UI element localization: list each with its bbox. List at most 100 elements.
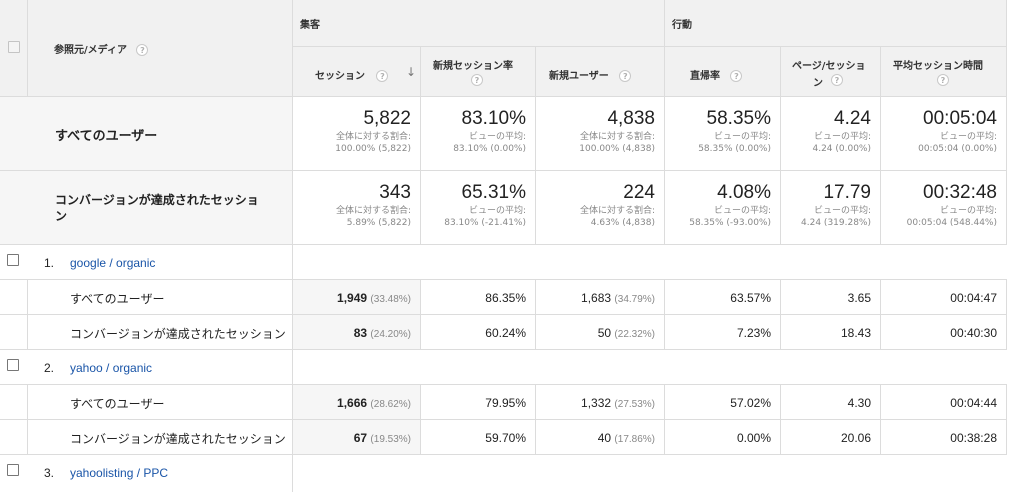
summary-sub1: 全体に対する割合: <box>335 132 411 142</box>
cell-bounce <box>665 385 781 420</box>
segment-label: すべてのユーザー <box>70 397 165 411</box>
sessions-value: 1,949 (33.48%) <box>293 291 421 305</box>
newusers-number: 1,332 <box>581 396 612 410</box>
summary-sub1: 全体に対する割合: <box>579 206 655 216</box>
summary-sub: ビューの平均: 58.35% (-93.00%) <box>665 205 781 229</box>
newusers-value: 1,332 (27.53%) <box>536 396 665 410</box>
cell-sessions <box>293 280 421 315</box>
col-header-newusers[interactable] <box>536 47 665 97</box>
row-checkbox[interactable] <box>7 359 19 371</box>
pps-value: 3.65 <box>847 291 871 305</box>
summary-cell <box>293 97 421 171</box>
summary-sub2: 100.00% (4,838) <box>579 144 655 154</box>
col-newusers-header[interactable]: 新規ユーザー ? <box>549 67 632 82</box>
cell-newusers <box>536 385 665 420</box>
sessions-pct: (33.48%) <box>370 294 411 305</box>
row-index: 1. <box>44 256 55 270</box>
pps-value: 20.06 <box>840 431 871 445</box>
summary-cell <box>421 97 536 171</box>
summary-sub1: ビューの平均: <box>939 132 997 142</box>
sessions-pct: (19.53%) <box>370 434 411 445</box>
summary-sub: 全体に対する割合: 100.00% (5,822) <box>293 131 421 155</box>
bounce-value: 0.00% <box>736 431 771 445</box>
row-checkbox[interactable] <box>7 254 19 266</box>
help-icon[interactable]: ? <box>937 74 949 86</box>
cell-newrate <box>421 280 536 315</box>
cell-sessions <box>293 315 421 350</box>
sort-down-arrow-icon[interactable]: ↓ <box>406 65 417 79</box>
bounce-value: 57.02% <box>730 396 771 410</box>
newusers-value: 50 (22.32%) <box>536 326 665 340</box>
col-header-newrate[interactable] <box>421 47 536 97</box>
sessions-number: 83 <box>353 326 368 340</box>
group-row <box>0 455 293 492</box>
sessions-number: 1,666 <box>337 396 368 410</box>
summary-value: 00:32:48 <box>923 182 997 203</box>
col-sessions-text: セッション <box>315 71 365 82</box>
select-all-checkbox[interactable] <box>8 41 20 53</box>
summary-cell <box>881 97 1007 171</box>
source-medium-link[interactable]: yahoo / organic <box>70 361 153 375</box>
sessions-value: 1,666 (28.62%) <box>293 396 421 410</box>
summary-value: 65.31% <box>461 182 526 203</box>
source-medium-link[interactable]: google / organic <box>70 256 156 270</box>
help-icon[interactable]: ? <box>730 70 743 82</box>
cell-pps <box>781 315 881 350</box>
summary-sub2: 58.35% (0.00%) <box>698 144 771 154</box>
col-pps-text-line2: ン <box>813 78 823 89</box>
summary-sub2: 100.00% (5,822) <box>335 144 411 154</box>
summary-cell <box>421 171 536 245</box>
col-header-avg-session-time[interactable] <box>881 47 1007 97</box>
summary-sub: ビューの平均: 83.10% (0.00%) <box>421 131 536 155</box>
col-header-pages-per-session[interactable] <box>781 47 881 97</box>
summary-sub1: ビューの平均: <box>813 132 871 142</box>
summary-cell <box>536 97 665 171</box>
newusers-value: 1,683 (34.79%) <box>536 291 665 305</box>
summary-value: 4,838 <box>607 108 655 129</box>
help-icon[interactable]: ? <box>376 70 389 82</box>
col-header-sessions-label[interactable]: セッション ? <box>315 67 389 82</box>
newusers-number: 40 <box>597 431 612 445</box>
summary-cell <box>781 171 881 245</box>
summary-sub2: 83.10% (-21.41%) <box>444 218 526 228</box>
summary-value: 00:05:04 <box>923 108 997 129</box>
dimension-header[interactable]: 参照元/メディア ? <box>54 41 149 56</box>
summary-label-converted: コンバージョンが達成されたセッション <box>55 192 259 224</box>
summary-sub1: ビューの平均: <box>468 132 526 142</box>
summary-sub1: ビューの平均: <box>713 132 771 142</box>
cell-bounce <box>665 280 781 315</box>
summary-sub: ビューの平均: 4.24 (0.00%) <box>781 131 881 155</box>
cell-bounce <box>665 420 781 455</box>
summary-sub: 全体に対する割合: 5.89% (5,822) <box>293 205 421 229</box>
col-header-bounce[interactable] <box>665 47 781 97</box>
cell-newusers <box>536 420 665 455</box>
source-medium-link[interactable]: yahoolisting / PPC <box>70 466 169 480</box>
table-row <box>28 385 293 420</box>
help-icon[interactable]: ? <box>136 44 149 56</box>
group-row <box>0 245 293 280</box>
summary-sub1: ビューの平均: <box>939 206 997 216</box>
sessions-value: 67 (19.53%) <box>293 431 421 445</box>
col-bounce-header[interactable]: 直帰率 ? <box>690 67 743 82</box>
summary-value: 224 <box>623 182 655 203</box>
summary-spacer <box>0 171 28 245</box>
col-header-sessions[interactable] <box>293 47 421 97</box>
row-checkbox[interactable] <box>7 464 19 476</box>
dimension-header-label: 参照元/メディア <box>54 45 127 56</box>
summary-sub: ビューの平均: 83.10% (-21.41%) <box>421 205 536 229</box>
help-icon[interactable]: ? <box>831 74 843 86</box>
help-icon[interactable]: ? <box>619 70 632 82</box>
summary-sub2: 4.24 (319.28%) <box>801 218 871 228</box>
cell-avgtime <box>881 385 1007 420</box>
cell-pps <box>781 280 881 315</box>
summary-value: 17.79 <box>823 182 871 203</box>
summary-sub2: 58.35% (-93.00%) <box>689 218 771 228</box>
newusers-pct: (34.79%) <box>614 294 655 305</box>
summary-cell <box>536 171 665 245</box>
newusers-pct: (17.86%) <box>614 434 655 445</box>
acquisition-group-header <box>293 0 665 47</box>
help-icon[interactable]: ? <box>471 74 483 86</box>
col-avgtime-text: 平均セッション時間 <box>893 61 983 72</box>
cell-newrate <box>421 385 536 420</box>
cell-newusers <box>536 280 665 315</box>
